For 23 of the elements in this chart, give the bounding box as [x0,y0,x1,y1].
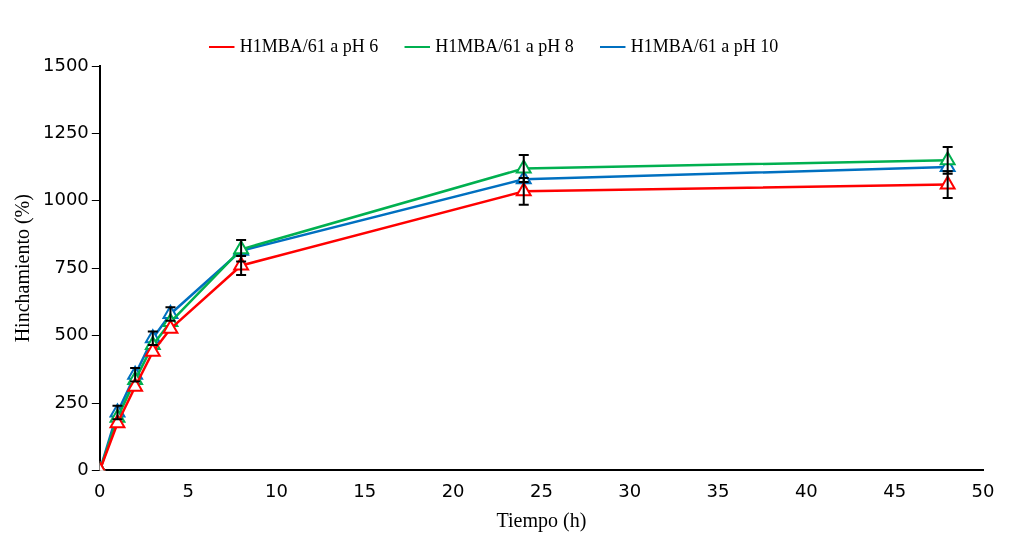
legend-label: H1MBA/61 a pH 10 [630,35,779,56]
y-tick-label: 1500 [43,53,89,75]
y-axis-title: Hinchamiento (%) [11,194,35,343]
legend-label: H1MBA/61 a pH 8 [435,35,574,56]
x-tick-label: 20 [441,479,465,501]
y-tick-label: 500 [54,323,89,345]
x-tick-label: 50 [971,479,995,501]
x-axis-title: Tiempo (h) [496,509,587,533]
y-tick-label: 1000 [43,188,89,210]
x-tick-label: 0 [94,479,106,501]
x-tick-label: 15 [353,479,377,501]
x-tick-label: 30 [618,479,642,501]
x-tick-label: 40 [794,479,818,501]
y-tick-label: 750 [54,255,89,277]
x-tick-label: 10 [264,479,288,501]
x-tick-label: 35 [706,479,730,501]
y-tick-label: 250 [54,390,89,412]
y-tick-label: 0 [77,458,89,480]
x-tick-label: 5 [182,479,194,501]
y-tick-label: 1250 [43,121,89,143]
legend-label: H1MBA/61 a pH 6 [239,35,379,56]
x-tick-label: 45 [883,479,907,501]
x-tick-label: 25 [529,479,553,501]
